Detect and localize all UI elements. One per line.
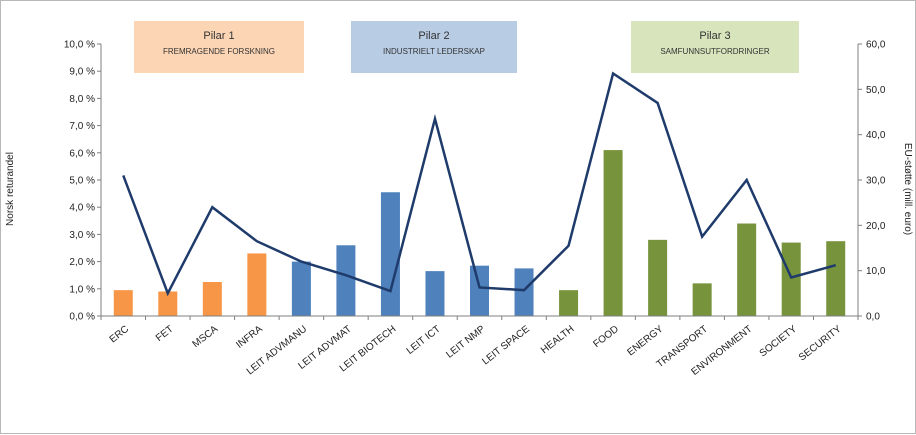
bar-leit-nmp — [470, 265, 489, 316]
y-right-tick-label: 10,0 — [866, 266, 886, 277]
x-tick-label: SOCIETY — [758, 323, 800, 359]
labels: 0,0 % 1,0 % 2,0 % 3,0 % 4,0 % 5,0 % 6,0 % 7,0 %… — [64, 40, 886, 378]
bar-leit-advmanu — [291, 261, 311, 316]
x-tick-label: LEIT NMP — [444, 323, 487, 360]
y-right-tick-label: 30,0 — [866, 176, 886, 187]
y-right-tick-label: 60,0 — [866, 40, 886, 51]
bar-msca — [202, 282, 222, 316]
bar-health — [559, 290, 579, 316]
pillar-box-1 — [134, 21, 304, 73]
y-left-tick-label: 7,0 % — [69, 121, 95, 132]
bar-leit-ict — [425, 271, 445, 316]
pillar-subtitle-2: INDUSTRIELT LEDERSKAP — [383, 47, 485, 56]
y-left-tick-label: 4,0 % — [69, 203, 95, 214]
x-tick-label: FOOD — [591, 324, 621, 350]
bar-leit-advmat — [336, 245, 356, 316]
bar-erc — [113, 290, 133, 316]
bar-security — [826, 241, 846, 316]
x-tick-label: ENERGY — [625, 323, 665, 358]
pillar-box-2 — [351, 21, 517, 73]
y-left-tick-label: 2,0 % — [69, 257, 95, 268]
bar-environment — [737, 223, 757, 316]
pillar-subtitle-1: FREMRAGENDE FORSKNING — [163, 47, 275, 56]
pillar-title-2: Pilar 2 — [418, 30, 449, 42]
y-right-tick-label: 40,0 — [866, 130, 886, 141]
y-left-tick-label: 10,0 % — [64, 40, 95, 51]
y-right-tick-label: 0,0 — [866, 312, 880, 323]
pillar-subtitle-3: SAMFUNNSUTFORDRINGER — [660, 47, 770, 56]
y-left-tick-label: 8,0 % — [69, 94, 95, 105]
x-tick-label: LEIT SPACE — [480, 323, 532, 367]
y-right-tick-label: 20,0 — [866, 221, 886, 232]
y-left-tick-label: 3,0 % — [69, 230, 95, 241]
eu-funding-line — [122, 71, 837, 297]
bars — [113, 150, 846, 316]
y-left-tick-label: 1,0 % — [69, 284, 95, 295]
bar-energy — [648, 239, 668, 316]
bar-society — [781, 242, 801, 316]
y-right-tick-label: 50,0 — [866, 85, 886, 96]
bar-infra — [247, 253, 267, 316]
y-left-tick-label: 9,0 % — [69, 67, 95, 78]
y-axis-right-title: EU-støtte (mill. euro) — [902, 143, 913, 235]
x-tick-label: HEALTH — [539, 324, 576, 357]
x-tick-label: ERC — [108, 324, 131, 346]
bar-transport — [692, 283, 712, 316]
bar-leit-biotech — [380, 192, 400, 316]
pillar-boxes: Pilar 1 FREMRAGENDE FORSKNING Pilar 2 INDUS… — [134, 21, 799, 73]
pillar-title-1: Pilar 1 — [203, 30, 234, 42]
bar-fet — [158, 291, 178, 316]
x-tick-label: SECURITY — [797, 323, 844, 363]
y-left-tick-label: 6,0 % — [69, 148, 95, 159]
x-tick-label: MSCA — [191, 324, 221, 351]
pillar-box-3 — [631, 21, 799, 73]
y-left-tick-label: 5,0 % — [69, 176, 95, 187]
x-tick-label: INFRA — [234, 323, 265, 350]
x-tick-label: LEIT ICT — [405, 324, 443, 357]
y-axis-left-title: Norsk returandel — [5, 152, 16, 226]
bar-leit-space — [514, 268, 534, 316]
bar-food — [603, 150, 623, 316]
pillar-title-3: Pilar 3 — [699, 30, 730, 42]
x-tick-label: FET — [154, 324, 176, 344]
line-series — [122, 71, 837, 297]
y-left-tick-label: 0,0 % — [69, 312, 95, 323]
axes — [97, 43, 862, 320]
